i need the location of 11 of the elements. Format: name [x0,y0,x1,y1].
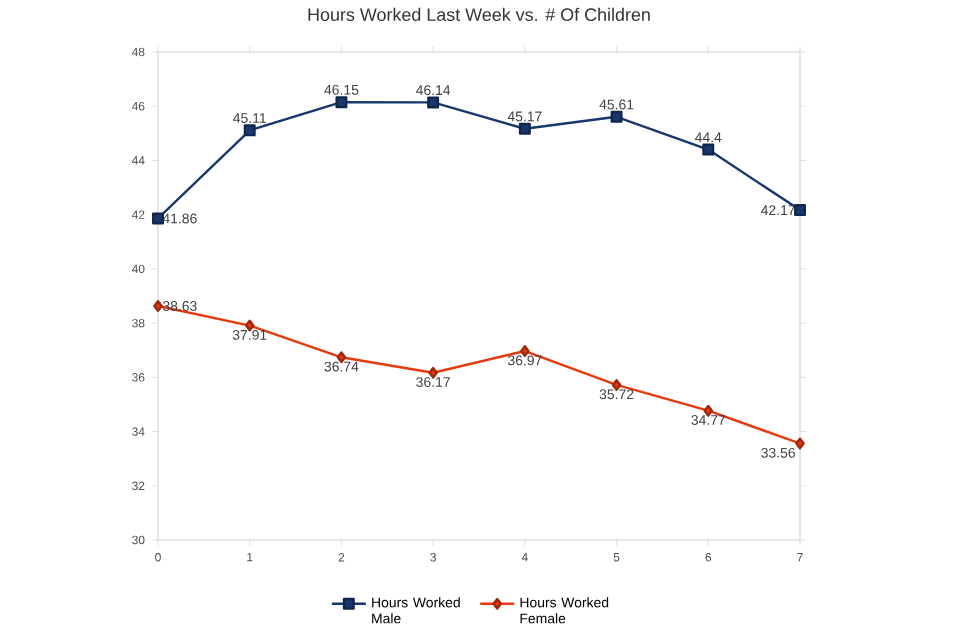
point [243,124,256,137]
point [153,300,163,313]
point [794,204,806,217]
point [610,110,623,123]
point [518,122,531,135]
point [427,96,440,109]
point [702,143,715,156]
chart-title: Hours Worked Last Week vs. # Of Children [308,7,650,22]
point [335,96,348,109]
point [795,437,805,450]
point [152,212,164,225]
